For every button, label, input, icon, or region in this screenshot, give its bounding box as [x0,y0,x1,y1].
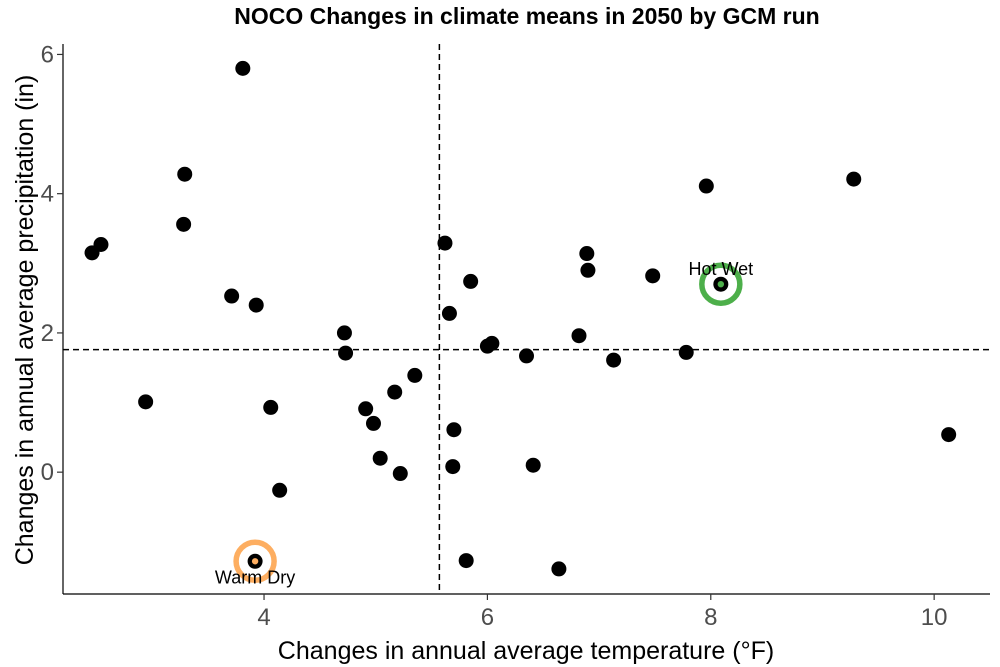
data-point [551,561,567,577]
data-point [579,246,595,262]
data-point [338,345,354,361]
reference-lines [63,44,990,594]
highlight-ring [699,262,743,306]
data-point [484,335,500,351]
data-point [437,235,453,251]
data-point [941,427,957,443]
x-tick-label: 4 [257,604,270,631]
data-point [525,457,541,473]
x-axis-ticks: 4 6 8 10 [257,594,948,631]
x-tick-label: 10 [921,604,948,631]
data-point [235,60,251,76]
data-points [84,60,957,577]
highlight-ring [233,539,277,584]
data-point [365,415,381,431]
data-point [93,237,109,253]
data-point [263,399,279,415]
data-point [580,262,596,278]
x-tick-label: 6 [481,604,494,631]
data-point [846,171,862,187]
data-point [445,459,461,475]
data-point [645,268,661,284]
data-point [358,401,374,417]
data-point [571,328,587,344]
y-tick-label: 4 [41,181,54,208]
x-axis-title: Changes in annual average temperature (°… [278,637,774,665]
data-point [272,482,288,498]
data-point [177,166,193,182]
data-point [446,422,462,438]
data-point [387,384,403,400]
data-point [606,352,622,368]
data-point [392,466,408,482]
highlight-label: Hot Wet [688,259,753,279]
y-axis-title: Changes in annual average precipitation … [11,75,39,566]
data-point [138,394,154,410]
data-point [248,297,264,313]
highlight-label: Warm Dry [215,567,295,587]
data-point [372,450,388,466]
y-axis-ticks: 0 2 4 6 [41,41,63,486]
data-point [463,273,479,289]
y-tick-label: 0 [41,459,54,486]
y-tick-label: 2 [41,320,54,347]
highlight-point-center [717,280,725,288]
data-point [176,216,192,232]
highlight-point-center [251,558,259,565]
data-point [441,305,457,321]
data-point [698,178,714,194]
x-tick-label: 8 [704,604,717,631]
highlight-markers: Hot Wet Warm Dry [215,259,753,587]
data-point [458,553,474,569]
data-point [407,367,423,383]
data-point [224,288,240,304]
data-point [519,348,534,364]
data-point [678,344,694,360]
chart-title: NOCO Changes in climate means in 2050 by… [234,3,819,29]
y-tick-label: 6 [41,41,54,68]
data-point [336,325,352,341]
